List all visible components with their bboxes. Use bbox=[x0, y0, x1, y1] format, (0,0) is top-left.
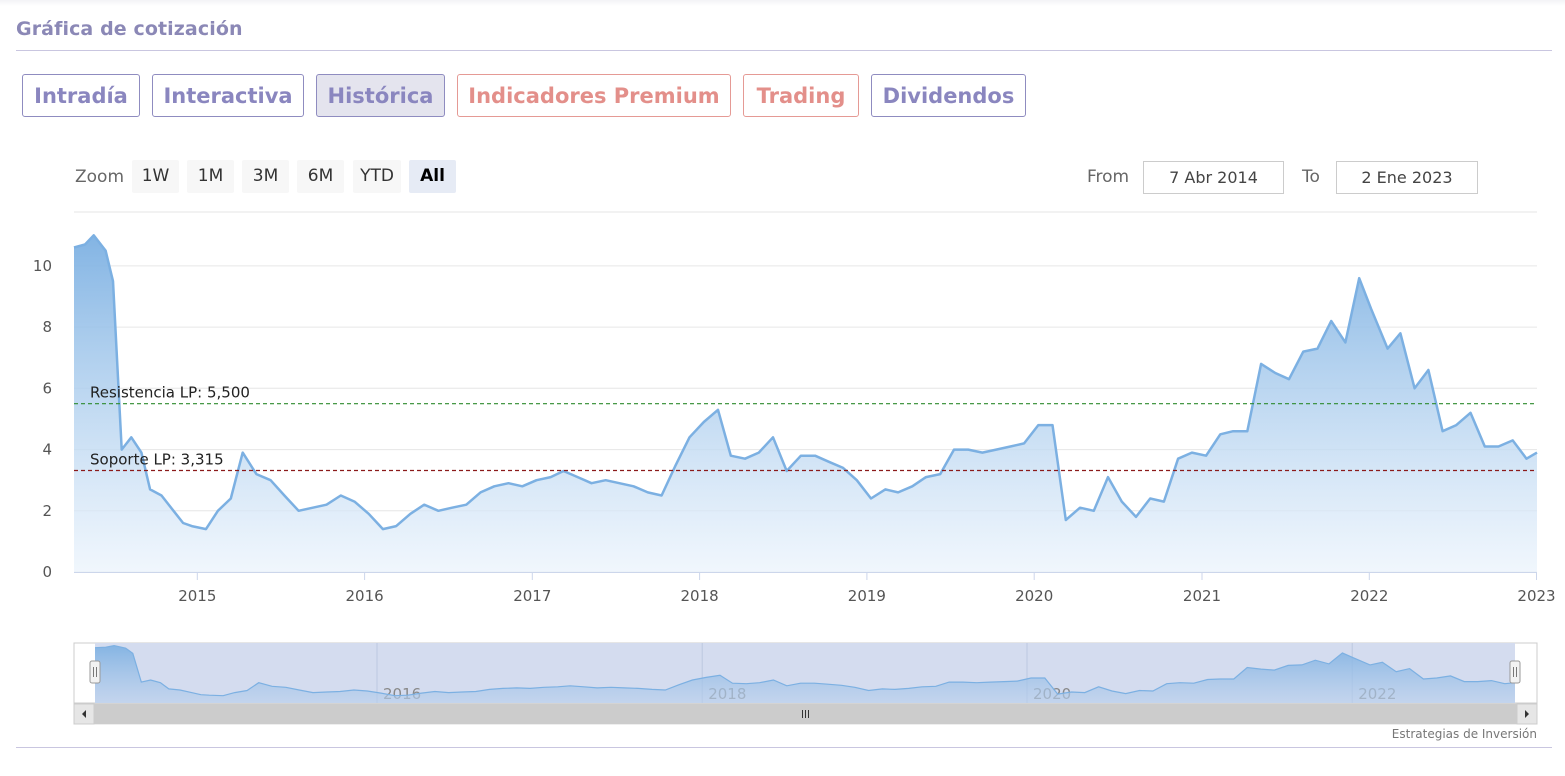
navigator-line bbox=[94, 644, 1516, 697]
top-shadow bbox=[0, 0, 1565, 6]
navigator-left-handle[interactable] bbox=[89, 660, 101, 684]
zoom-button-1w[interactable]: 1W bbox=[132, 160, 179, 193]
y-tick-label: 8 bbox=[42, 318, 52, 336]
y-tick-label: 10 bbox=[33, 257, 52, 275]
price-series bbox=[73, 234, 1538, 573]
price-area-fill bbox=[74, 235, 1537, 573]
y-tick-label: 6 bbox=[42, 379, 52, 397]
axes: 0 2 4 6 8 10 2015 2016 2017 2018 2019 2020 2021 2022 2… bbox=[33, 257, 1556, 605]
x-tick-label: 2016 bbox=[346, 587, 384, 605]
scrollbar-left-button[interactable] bbox=[73, 703, 95, 725]
to-date-input[interactable]: 2 Ene 2023 bbox=[1336, 161, 1478, 194]
credits-text: Estrategias de Inversión bbox=[1391, 727, 1537, 741]
zoom-button-1m[interactable]: 1M bbox=[187, 160, 234, 193]
x-tick-label: 2019 bbox=[848, 587, 886, 605]
zoom-button-6m[interactable]: 6M bbox=[297, 160, 344, 193]
tab-trading[interactable]: Trading bbox=[743, 74, 859, 117]
section-title: Gráfica de cotización bbox=[16, 18, 243, 40]
navigator[interactable]: 2016201820202022 bbox=[73, 642, 1538, 725]
y-tick-label: 2 bbox=[42, 502, 52, 520]
x-tick-label: 2022 bbox=[1350, 587, 1388, 605]
from-label: From bbox=[1087, 167, 1130, 187]
y-tick-label: 0 bbox=[42, 563, 52, 581]
tab-historica[interactable]: Histórica bbox=[316, 74, 445, 117]
tab-dividendos[interactable]: Dividendos bbox=[871, 74, 1026, 117]
x-tick-label: 2020 bbox=[1015, 587, 1053, 605]
handle-grip bbox=[89, 660, 101, 684]
arrow-left-icon bbox=[82, 710, 86, 718]
resistance-label: Resistencia LP: 5,500 bbox=[90, 384, 250, 402]
x-tick-label: 2015 bbox=[178, 587, 216, 605]
y-tick-label: 4 bbox=[42, 441, 52, 459]
navigator-right-handle[interactable] bbox=[1509, 660, 1521, 684]
scrollbar-right-button[interactable] bbox=[1516, 703, 1538, 725]
tab-indicadores-premium[interactable]: Indicadores Premium bbox=[457, 74, 731, 117]
zoom-button-ytd[interactable]: YTD bbox=[353, 160, 401, 193]
x-tick-label: 2023 bbox=[1517, 587, 1555, 605]
from-date-input[interactable]: 7 Abr 2014 bbox=[1143, 161, 1284, 194]
title-divider bbox=[16, 50, 1552, 51]
stock-chart: Zoom 1W 1M 3M 6M YTD All From 7 Abr 2014… bbox=[0, 130, 1565, 750]
navigator-area bbox=[95, 645, 1515, 703]
plot-lines: Resistencia LP: 5,500 Soporte LP: 3,315 bbox=[74, 384, 1537, 472]
support-label: Soporte LP: 3,315 bbox=[90, 451, 224, 469]
x-tick-label: 2021 bbox=[1183, 587, 1221, 605]
bottom-divider bbox=[16, 747, 1552, 748]
zoom-label: Zoom bbox=[75, 167, 125, 187]
tab-intradia[interactable]: Intradía bbox=[22, 74, 140, 117]
handle-grip bbox=[1509, 660, 1521, 684]
chart-svg: Resistencia LP: 5,500 Soporte LP: 3,315 0… bbox=[33, 211, 1556, 725]
x-tick-label: 2017 bbox=[513, 587, 551, 605]
price-line bbox=[73, 234, 1538, 531]
tab-interactiva[interactable]: Interactiva bbox=[152, 74, 304, 117]
x-tick-label: 2018 bbox=[681, 587, 719, 605]
zoom-button-3m[interactable]: 3M bbox=[242, 160, 289, 193]
to-label: To bbox=[1302, 167, 1320, 187]
arrow-right-icon bbox=[1525, 710, 1529, 718]
zoom-button-all[interactable]: All bbox=[409, 160, 456, 193]
